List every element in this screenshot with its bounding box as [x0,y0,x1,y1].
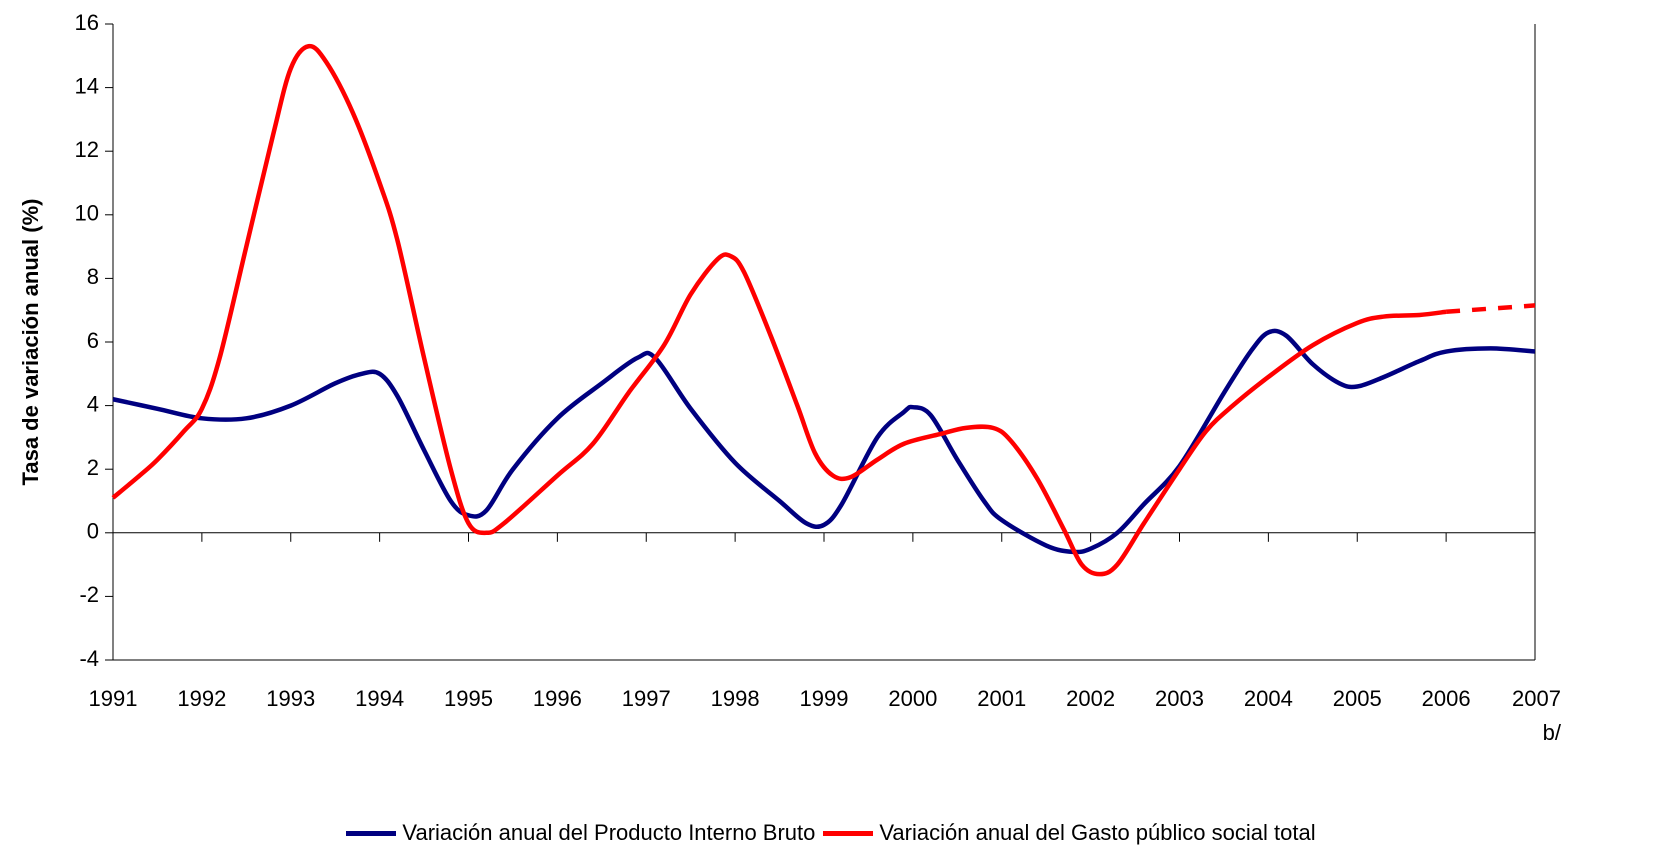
y-tick-label: 10 [75,201,99,226]
x-tick-label: 1991 [88,686,138,711]
x-tick-label: 2002 [1066,686,1116,711]
x-tick-label: 1993 [266,686,316,711]
x-tick-label: 2006 [1421,686,1471,711]
x-tick-label: 2007 b/ [1512,686,1561,745]
y-tick-label: 8 [87,264,99,289]
x-tick-label: 1998 [710,686,760,711]
x-tick-label: 1996 [532,686,582,711]
line-series [111,43,1447,577]
x-tick-label: 1994 [355,686,405,711]
y-tick-label: 12 [75,137,99,162]
x-tick-label: 1999 [799,686,849,711]
x-tick-label: 2005 [1332,686,1382,711]
x-tick-label: 1992 [177,686,227,711]
y-tick-label: 0 [87,519,99,544]
legend-item: Variación anual del Gasto público social… [823,820,1316,846]
x-tick-label: 1997 [621,686,671,711]
legend-item: Variación anual del Producto Interno Bru… [346,820,815,846]
y-tick-label: 6 [87,328,99,353]
line-series [1445,303,1536,315]
legend-swatch [346,830,397,836]
x-tick-label: 2000 [888,686,938,711]
y-tick-label: 16 [75,10,99,35]
x-tick-label: 2004 [1243,686,1293,711]
line-series [112,328,1536,555]
x-tick-label: 1995 [444,686,493,711]
y-tick-label: 14 [75,73,99,98]
y-tick-label: -4 [79,646,99,671]
y-tick-label: 2 [87,455,99,480]
x-tick-label: 2001 [977,686,1027,711]
legend-label: Variación anual del Gasto público social… [879,820,1316,845]
legend-swatch [823,830,874,836]
legend: Variación anual del Producto Interno Bru… [0,820,1670,846]
y-axis-label: Tasa de variación anual (%) [18,199,43,486]
legend-label: Variación anual del Producto Interno Bru… [402,820,816,845]
x-tick-label: 2003 [1155,686,1204,711]
y-tick-label: 4 [87,391,99,416]
y-tick-label: -2 [79,582,99,607]
